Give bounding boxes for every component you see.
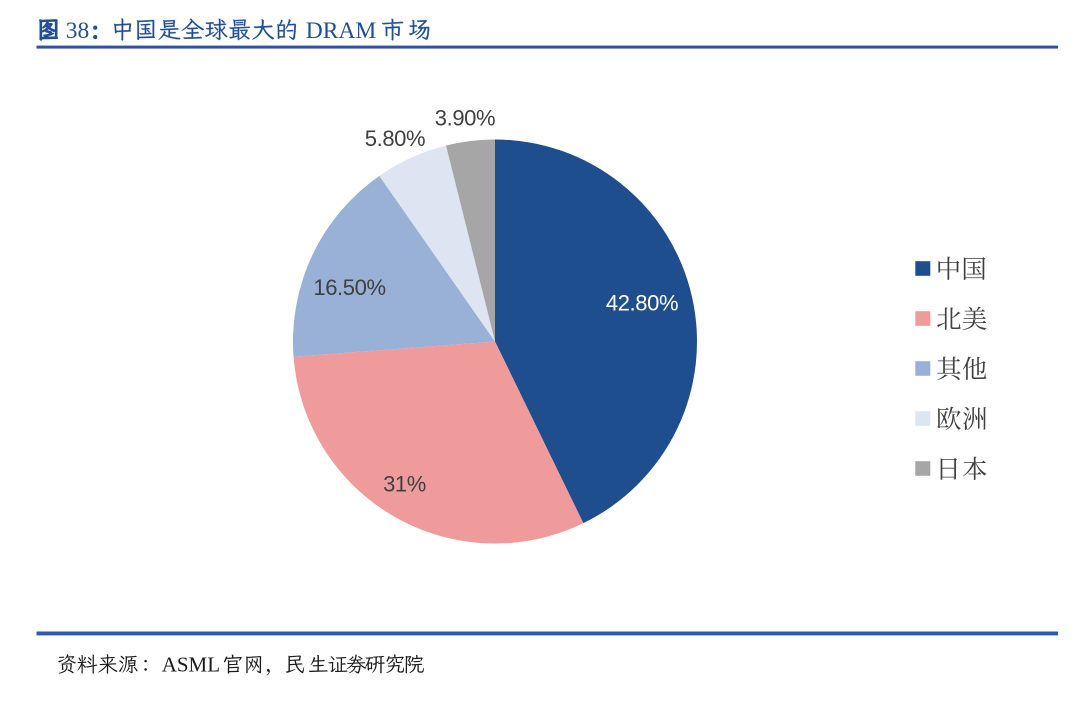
svg-text:ASML: ASML [162, 652, 220, 676]
svg-text:38: 38 [66, 18, 90, 44]
svg-text:DRAM: DRAM [306, 18, 377, 44]
svg-text:5.80%: 5.80% [365, 126, 425, 151]
svg-text:16.50%: 16.50% [313, 275, 385, 300]
svg-text:31%: 31% [383, 471, 426, 496]
svg-text:3.90%: 3.90% [435, 105, 495, 130]
svg-text:42.80%: 42.80% [606, 290, 678, 315]
